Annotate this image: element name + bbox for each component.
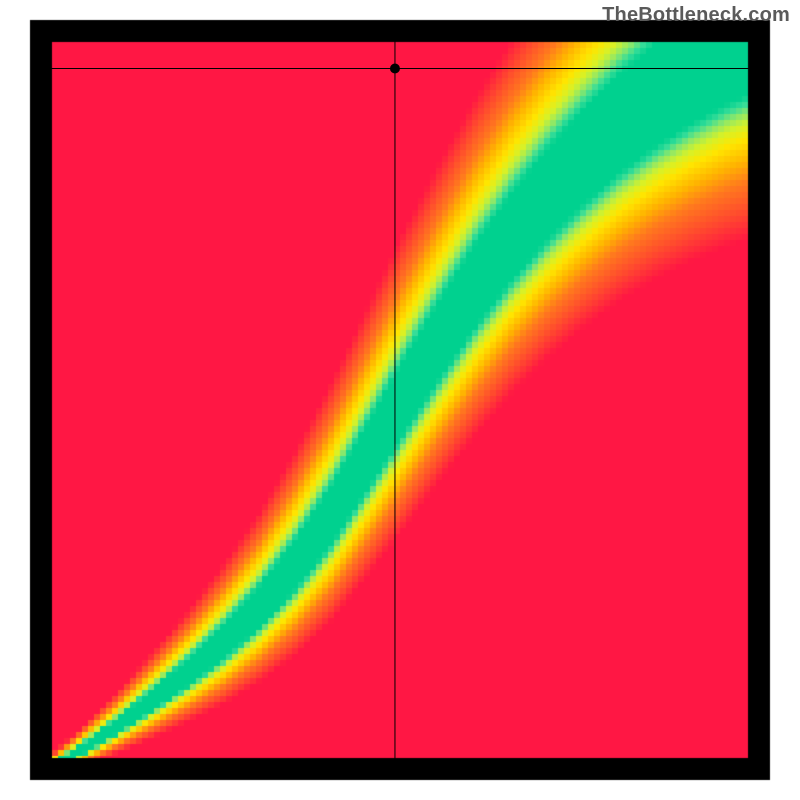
watermark-text: TheBottleneck.com [602,4,790,27]
chart-container: { "watermark": { "text": "TheBottleneck.… [0,0,800,800]
bottleneck-heatmap [0,0,800,800]
